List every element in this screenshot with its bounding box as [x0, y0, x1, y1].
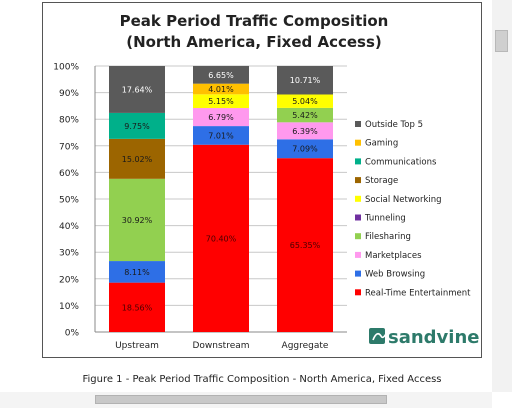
- legend-swatch: [355, 121, 361, 127]
- legend-swatch: [355, 158, 361, 165]
- y-tick-label: 100%: [53, 63, 79, 73]
- horizontal-scrollbar[interactable]: [0, 392, 492, 408]
- bar-segment: [193, 144, 249, 332]
- bar-data-label: 8.11%: [124, 268, 150, 277]
- bar-segment: [277, 139, 333, 159]
- figure-caption: Figure 1 - Peak Period Traffic Compositi…: [82, 374, 442, 385]
- sandvine-logo: sandvine: [369, 327, 480, 348]
- bar-segment: [109, 178, 165, 262]
- legend-label: Social Networking: [365, 195, 442, 205]
- bar-segment: [109, 282, 165, 332]
- bar-data-label: 30.92%: [122, 216, 153, 225]
- bar-data-label: 9.75%: [124, 122, 150, 131]
- bar-segment: [109, 66, 165, 113]
- y-tick-label: 60%: [59, 169, 79, 179]
- legend-label: Outside Top 5: [365, 120, 423, 130]
- legend-label: Communications: [365, 157, 437, 167]
- y-tick-label: 50%: [59, 196, 79, 206]
- legend-label: Marketplaces: [365, 251, 422, 261]
- chart-frame: Peak Period Traffic Composition (North Am…: [42, 2, 482, 358]
- y-tick-label: 40%: [59, 222, 79, 232]
- legend-swatch: [355, 289, 361, 296]
- y-tick-label: 90%: [59, 89, 79, 99]
- sandvine-logo-mark: [369, 328, 385, 344]
- bar-data-label: 6.39%: [292, 127, 318, 136]
- y-tick-label: 70%: [59, 142, 79, 152]
- legend-label: Filesharing: [365, 232, 411, 242]
- legend-label: Real-Time Entertainment: [365, 288, 471, 298]
- bar-data-label: 18.56%: [122, 303, 153, 312]
- bar-segment: [109, 138, 165, 179]
- bar-segment: [193, 94, 249, 109]
- bar-data-label: 6.79%: [208, 113, 234, 122]
- bar-segment: [193, 83, 249, 95]
- y-tick-label: 10%: [59, 302, 79, 312]
- legend-swatch: [355, 270, 361, 277]
- bar-data-label: 15.02%: [122, 155, 153, 164]
- vertical-scrollbar-thumb[interactable]: [495, 30, 508, 52]
- x-tick-label: Aggregate: [282, 341, 329, 351]
- vertical-scrollbar[interactable]: [492, 0, 512, 392]
- legend-label: Gaming: [365, 139, 398, 149]
- chart-title-line-1: Peak Period Traffic Composition: [120, 12, 389, 30]
- bar-segment: [277, 158, 333, 332]
- bar-segment: [193, 65, 249, 84]
- legend-swatch: [355, 214, 361, 221]
- bar-data-label: 5.42%: [292, 111, 318, 120]
- sandvine-logo-icon: [372, 331, 388, 341]
- y-tick-label: 80%: [59, 116, 79, 126]
- bar-segment: [109, 261, 165, 283]
- bar-segment: [277, 122, 333, 140]
- traffic-composition-chart: Peak Period Traffic Composition (North Am…: [53, 12, 480, 351]
- y-tick-label: 30%: [59, 249, 79, 259]
- legend-swatch: [355, 139, 361, 146]
- chart-title-line-2: (North America, Fixed Access): [126, 33, 382, 51]
- sandvine-logo-text: sandvine: [388, 327, 480, 348]
- legend-label: Storage: [365, 176, 398, 186]
- legend-swatch: [355, 177, 361, 184]
- legend-swatch: [355, 195, 361, 202]
- x-tick-label: Downstream: [192, 341, 249, 351]
- legend-swatch: [355, 251, 361, 258]
- bar-segment: [193, 126, 249, 145]
- bar-data-label: 4.01%: [208, 85, 234, 94]
- horizontal-scrollbar-thumb[interactable]: [95, 395, 387, 404]
- bar-data-label: 6.65%: [208, 71, 234, 80]
- bar-data-label: 5.15%: [208, 97, 234, 106]
- y-tick-label: 0%: [65, 329, 80, 339]
- bar-data-label: 17.64%: [122, 85, 153, 94]
- bar-data-label: 70.40%: [206, 234, 237, 243]
- bar-data-label: 65.35%: [290, 241, 321, 250]
- bar-segment: [277, 94, 333, 108]
- bar-segment: [277, 66, 333, 95]
- x-tick-label: Upstream: [115, 341, 159, 351]
- bar-data-label: 10.71%: [290, 76, 321, 85]
- bar-data-label: 7.01%: [208, 131, 234, 140]
- legend-label: Tunneling: [364, 214, 406, 224]
- legend-label: Web Browsing: [365, 270, 425, 280]
- bar-segment: [277, 107, 333, 123]
- bar-segment: [109, 112, 165, 139]
- bar-data-label: 5.04%: [292, 97, 318, 106]
- y-tick-label: 20%: [59, 275, 79, 285]
- bar-data-label: 7.09%: [292, 145, 318, 154]
- legend-swatch: [355, 233, 361, 240]
- bar-segment: [193, 108, 249, 127]
